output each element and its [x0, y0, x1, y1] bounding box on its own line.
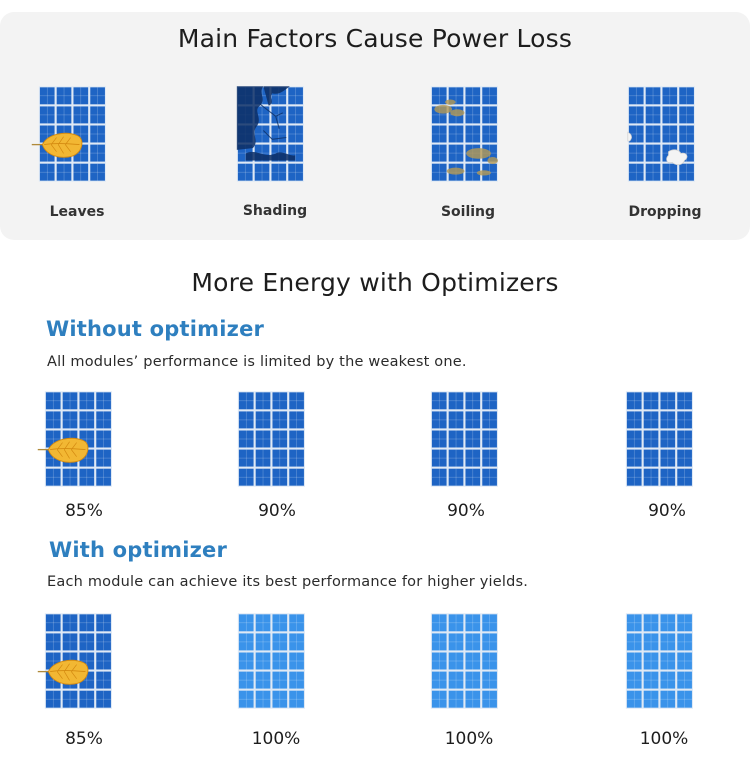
with-optimizer-description: Each module can achieve its best perform…	[47, 574, 529, 590]
module-panel-icon	[625, 385, 693, 493]
leaves-panel-icon	[31, 80, 106, 188]
shading-panel-icon	[236, 80, 304, 188]
module-output-value: 90%	[258, 501, 296, 521]
module-output-value: 100%	[639, 729, 689, 749]
dropping-panel-icon	[627, 80, 695, 188]
factors-title: Main Factors Cause Power Loss	[177, 24, 573, 53]
module-output-value: 100%	[251, 729, 301, 749]
without-optimizer-description: All modules’ performance is limited by t…	[47, 354, 467, 370]
module-panel-icon	[37, 385, 112, 493]
module-panel-icon	[37, 607, 112, 715]
module-panel-icon	[430, 607, 498, 715]
with-optimizer-heading: With optimizer	[49, 538, 228, 562]
soiling-label: Soiling	[440, 204, 496, 220]
module-output-value: 90%	[648, 501, 686, 521]
leaves-label: Leaves	[49, 204, 105, 220]
dropping-label: Dropping	[628, 204, 702, 220]
module-panel-icon	[625, 607, 693, 715]
module-output-value: 85%	[65, 729, 103, 749]
module-output-value: 90%	[447, 501, 485, 521]
module-panel-icon	[237, 607, 305, 715]
module-panel-icon	[237, 385, 305, 493]
module-panel-icon	[430, 385, 498, 493]
energy-title: More Energy with Optimizers	[191, 268, 559, 297]
factors-card	[0, 12, 750, 240]
shading-label: Shading	[242, 203, 308, 219]
soiling-panel-icon	[430, 80, 498, 188]
module-output-value: 85%	[65, 501, 103, 521]
module-output-value: 100%	[444, 729, 494, 749]
without-optimizer-heading: Without optimizer	[46, 317, 265, 341]
